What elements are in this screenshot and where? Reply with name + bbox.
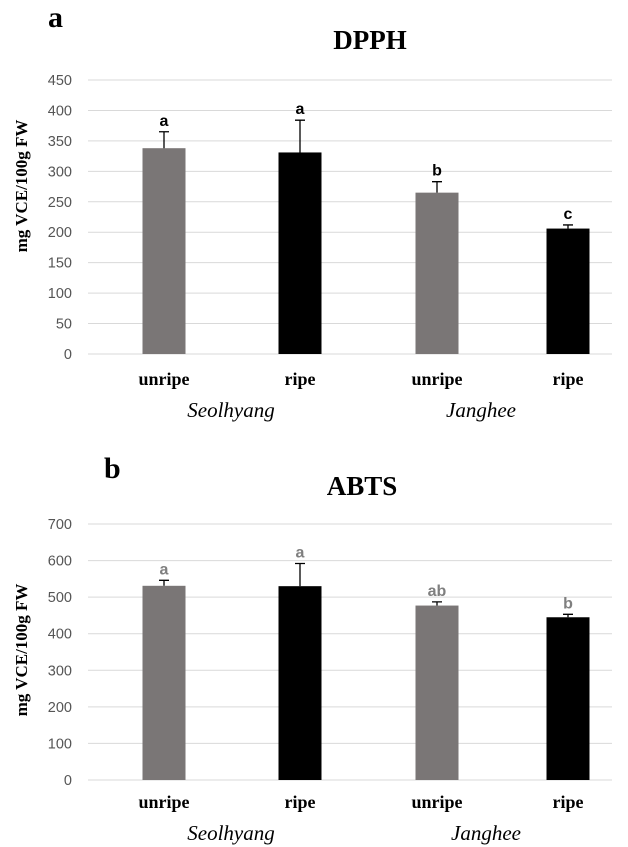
chart-b-errorbar-1 [295, 562, 305, 587]
chart-a-ytick-label: 350 [48, 134, 72, 150]
chart-a-significance-letter: a [160, 113, 169, 130]
chart-a-bar-3 [546, 228, 590, 354]
chart-b-ytick-label: 600 [48, 554, 72, 570]
chart-a-yticks: 0 50 100 150 200 250 300 350 400 450 [48, 73, 72, 363]
chart-a-ytick-label: 250 [48, 195, 72, 211]
chart-a-bar-2 [415, 192, 459, 354]
chart-a-significance-letter: c [564, 206, 573, 223]
chart-a-group-label: Janghee [446, 398, 516, 422]
chart-a-ytick-label: 400 [48, 103, 72, 119]
chart-a-ytick-label: 150 [48, 256, 72, 272]
chart-b-bar-1 [278, 586, 322, 780]
chart-b-group-labels: Seolhyang Janghee [187, 821, 521, 845]
chart-a-errorbar-3 [563, 224, 573, 229]
panel-a: a DPPH mg VCE/100g FW 0 50 100 150 200 250 300… [12, 1, 612, 422]
chart-a-errorbar-0 [159, 131, 169, 149]
chart-b-ytick-label: 300 [48, 663, 72, 679]
chart-b-group-label: Seolhyang [187, 821, 274, 845]
chart-b-xtick-label: ripe [553, 792, 584, 812]
chart-a-errorbars [159, 119, 573, 229]
chart-b-significance-letters: a a ab b [160, 544, 574, 612]
chart-a-ylabel: mg VCE/100g FW [12, 120, 31, 253]
chart-a-bars [142, 148, 590, 354]
chart-a-ytick-label: 450 [48, 73, 72, 89]
chart-b-significance-letter: a [160, 561, 169, 578]
chart-b-errorbar-2 [432, 601, 442, 606]
chart-a-bar-0 [142, 148, 186, 354]
chart-b-ytick-label: 700 [48, 517, 72, 533]
chart-b-bar-2 [415, 605, 459, 780]
chart-b-significance-letter: ab [428, 583, 447, 600]
chart-b-errorbar-3 [563, 613, 573, 618]
chart-a-significance-letter: a [296, 101, 305, 118]
chart-a-xtick-label: unripe [138, 369, 189, 389]
panel-b: b ABTS mg VCE/100g FW 0 100 200 300 400 500 60… [12, 452, 612, 845]
chart-a-significance-letter: b [432, 163, 442, 180]
chart-b-xtick-label: unripe [411, 792, 462, 812]
chart-b-ytick-label: 100 [48, 736, 72, 752]
chart-a-bar-1 [278, 152, 322, 354]
chart-a-xtick-label: ripe [553, 369, 584, 389]
chart-a-ytick-label: 50 [56, 317, 72, 333]
chart-b-significance-letter: b [563, 595, 573, 612]
chart-b-ytick-label: 500 [48, 590, 72, 606]
chart-b-ytick-label: 400 [48, 627, 72, 643]
chart-b-errorbar-0 [159, 579, 169, 586]
panel-b-letter: b [104, 452, 121, 485]
chart-a-ytick-label: 100 [48, 286, 72, 302]
chart-a-errorbar-2 [432, 181, 442, 193]
chart-b-significance-letter: a [296, 544, 305, 561]
chart-a-ytick-label: 0 [64, 347, 72, 363]
chart-a-errorbar-1 [295, 119, 305, 153]
chart-a-ytick-label: 300 [48, 164, 72, 180]
chart-a-xtick-label: unripe [411, 369, 462, 389]
chart-b-xtick-label: unripe [138, 792, 189, 812]
chart-b-bar-3 [546, 617, 590, 780]
chart-a-group-labels: Seolhyang Janghee [187, 398, 516, 422]
chart-a-group-label: Seolhyang [187, 398, 274, 422]
chart-b-bar-0 [142, 585, 186, 780]
chart-a-significance-letters: a a b c [160, 101, 573, 223]
chart-b-xticks: unripe ripe unripe ripe [138, 792, 583, 812]
chart-b-title: ABTS [327, 471, 398, 501]
chart-b-xtick-label: ripe [285, 792, 316, 812]
chart-a-xticks: unripe ripe unripe ripe [138, 369, 583, 389]
chart-a-ytick-label: 200 [48, 225, 72, 241]
chart-b-ytick-label: 200 [48, 700, 72, 716]
chart-b-yticks: 0 100 200 300 400 500 600 700 [48, 517, 72, 789]
chart-a-title: DPPH [333, 25, 407, 55]
chart-b-ylabel: mg VCE/100g FW [12, 584, 31, 717]
chart-b-bars [142, 585, 590, 780]
chart-a-xtick-label: ripe [285, 369, 316, 389]
chart-b-errorbars [159, 562, 573, 618]
chart-b-ytick-label: 0 [64, 773, 72, 789]
chart-b-group-label: Janghee [451, 821, 521, 845]
panel-a-letter: a [48, 1, 63, 34]
